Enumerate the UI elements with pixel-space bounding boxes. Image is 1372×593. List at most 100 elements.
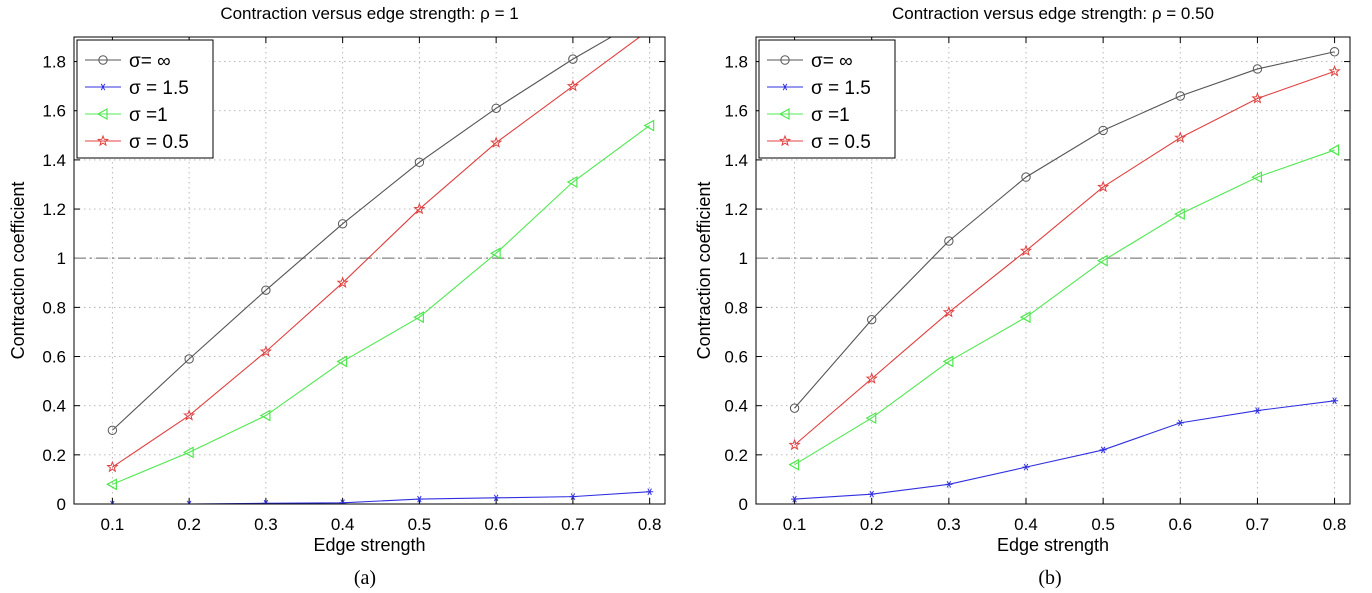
y-tick-label: 1.6: [42, 102, 66, 121]
figure-caption: (a): [354, 567, 376, 589]
series-3: [106, 37, 641, 473]
series-3: [788, 64, 1341, 451]
data-point: [1174, 207, 1185, 220]
y-tick-label: 1: [57, 249, 66, 268]
data-point: [1099, 446, 1107, 454]
legend-label: σ= ∞: [811, 51, 853, 72]
series-group: [788, 47, 1341, 503]
y-tick-label: 1.4: [724, 151, 748, 170]
x-tick-label: 0.8: [1323, 515, 1347, 534]
data-point: [865, 372, 878, 384]
data-point: [1328, 144, 1340, 157]
x-tick-label: 0.8: [638, 515, 662, 534]
figure-caption: (b): [1038, 567, 1061, 589]
data-point: [491, 103, 501, 113]
data-point: [337, 219, 348, 229]
series-line: [794, 400, 1335, 500]
y-tick-label: 0.4: [42, 397, 66, 416]
data-point: [1098, 125, 1108, 136]
data-point: [415, 495, 423, 503]
data-point: [1019, 311, 1031, 324]
data-point: [1251, 171, 1263, 184]
data-point: [569, 493, 577, 500]
data-point: [413, 202, 426, 215]
legend-label: σ= ∞: [129, 51, 171, 72]
x-tick-label: 0.5: [1091, 515, 1115, 534]
chart-b: 0.1 0.2 0.3 0.4 0.5 0.6 0.7 0.8 0 0.2 0.4 0.6 0.8 1 1.…: [694, 4, 1351, 589]
data-point: [1022, 463, 1030, 471]
data-point: [262, 499, 270, 504]
series-0: [789, 47, 1340, 413]
y-axis-label: Contraction coefficient: [8, 182, 28, 360]
data-point: [1329, 47, 1340, 57]
chart-title: Contraction versus edge strength: ρ = 0.…: [892, 4, 1214, 23]
y-tick-label: 0.6: [42, 348, 66, 367]
x-tick-label: 0.5: [408, 515, 432, 534]
data-point: [1175, 91, 1185, 101]
x-tick-label: 0.6: [1168, 515, 1192, 534]
x-tick-label: 0.7: [561, 515, 585, 534]
data-point: [106, 460, 119, 473]
data-point: [566, 79, 580, 92]
chart-a: 0.1 0.2 0.3 0.4 0.5 0.6 0.7 0.8 0 0.2 0.4 0.6 0.8 1 1.…: [8, 4, 666, 589]
data-point: [490, 136, 503, 148]
data-point: [942, 305, 955, 318]
data-point: [867, 314, 877, 325]
data-point: [788, 458, 800, 471]
x-axis-label: Edge strength: [313, 535, 425, 555]
data-point: [259, 409, 271, 422]
y-tick-label: 0.6: [724, 348, 748, 367]
y-tick-label: 0: [57, 495, 66, 514]
data-point: [568, 54, 578, 64]
data-point: [1252, 64, 1263, 74]
data-point: [414, 157, 425, 168]
data-point: [1253, 407, 1262, 414]
data-point: [868, 490, 876, 498]
data-point: [489, 247, 501, 260]
axes-box: [73, 36, 666, 505]
data-point: [1328, 64, 1341, 77]
series-line: [794, 149, 1335, 466]
series-line: [794, 70, 1335, 446]
series-2: [106, 119, 655, 491]
data-point: [107, 425, 118, 435]
x-tick-label: 0.7: [1246, 515, 1270, 534]
data-point: [945, 480, 953, 488]
data-point: [413, 311, 424, 324]
y-tick-label: 1.8: [724, 53, 748, 72]
data-point: [646, 488, 654, 496]
legend-marker: [778, 134, 792, 147]
series-2: [788, 144, 1340, 471]
legend-marker: [780, 55, 790, 65]
data-point: [865, 411, 877, 424]
legend-label: σ =1: [811, 105, 850, 126]
x-tick-label: 0.4: [1014, 515, 1038, 534]
data-point: [566, 175, 578, 189]
data-point: [1251, 92, 1264, 104]
y-tick-label: 1.2: [724, 200, 748, 219]
data-point: [788, 438, 801, 451]
data-point: [1096, 254, 1108, 267]
legend: σ= ∞ σ = 1.5 σ =1 σ = 0.5: [76, 39, 214, 159]
legend-marker: [96, 107, 108, 121]
legend-marker: [96, 134, 110, 147]
y-tick-label: 0.2: [42, 446, 66, 465]
data-point: [1021, 172, 1031, 182]
y-tick-label: 0.8: [724, 298, 748, 317]
y-tick-label: 1.6: [724, 102, 748, 121]
y-tick-label: 0: [739, 495, 748, 514]
y-tick-label: 0.2: [724, 446, 748, 465]
legend-marker: [781, 83, 789, 91]
data-point: [185, 500, 193, 504]
legend-label: σ = 1.5: [811, 78, 871, 99]
data-point: [261, 285, 271, 295]
data-point: [1330, 397, 1339, 405]
data-point: [643, 119, 655, 132]
x-tick-label: 0.2: [860, 515, 884, 534]
x-axis-label: Edge strength: [997, 535, 1109, 555]
series-0: [107, 37, 613, 435]
legend-label: σ = 0.5: [811, 132, 871, 153]
data-point: [789, 403, 800, 413]
y-tick-label: 1: [739, 249, 748, 268]
